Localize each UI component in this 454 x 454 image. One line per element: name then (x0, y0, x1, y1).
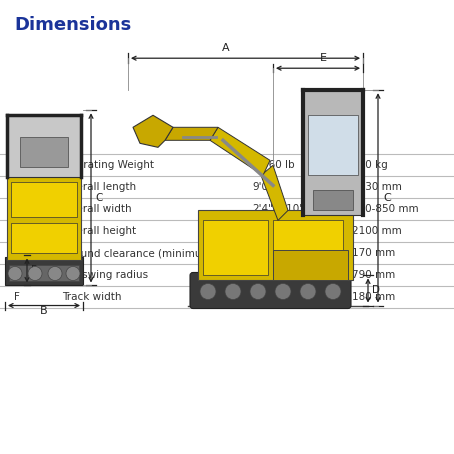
Text: F: F (31, 266, 37, 276)
Text: E: E (14, 270, 20, 280)
Text: 700-850 mm: 700-850 mm (352, 204, 419, 214)
Circle shape (250, 283, 266, 300)
Text: 890 kg: 890 kg (352, 160, 388, 170)
Text: 1,960 lb: 1,960 lb (252, 160, 295, 170)
Text: 7.0": 7.0" (252, 292, 273, 302)
Circle shape (200, 283, 216, 300)
Text: -: - (14, 160, 18, 170)
Circle shape (275, 283, 291, 300)
Text: Overall height: Overall height (62, 226, 136, 236)
Bar (273, 220, 343, 276)
Text: Dimensions: Dimensions (14, 16, 131, 34)
Bar (11, 223, 77, 253)
Bar (11, 183, 77, 217)
Text: Overall width: Overall width (62, 204, 132, 214)
Text: B: B (14, 204, 21, 214)
Polygon shape (133, 115, 173, 147)
Bar (7, 175, 81, 261)
Circle shape (48, 266, 62, 281)
Text: F: F (14, 292, 20, 302)
Bar (203, 220, 268, 276)
Bar (273, 251, 348, 281)
Text: C: C (95, 193, 102, 203)
Text: Operating Weight: Operating Weight (62, 160, 154, 170)
Text: D: D (372, 286, 380, 296)
Text: C: C (383, 193, 391, 203)
Text: 6.7": 6.7" (252, 248, 273, 258)
Text: C: C (14, 226, 21, 236)
Text: B: B (40, 306, 48, 316)
Text: Tail swing radius: Tail swing radius (62, 270, 148, 280)
Text: E: E (320, 53, 326, 63)
Circle shape (66, 266, 80, 281)
Text: D: D (14, 248, 22, 258)
Circle shape (28, 266, 42, 281)
Text: 9'0": 9'0" (252, 182, 273, 192)
Text: A: A (222, 43, 229, 53)
Circle shape (8, 266, 22, 281)
FancyBboxPatch shape (190, 272, 351, 309)
Circle shape (225, 283, 241, 300)
Bar (20, 137, 68, 168)
Bar (9, 266, 79, 281)
Bar (5, 257, 83, 286)
Polygon shape (261, 165, 288, 220)
Text: Track width: Track width (62, 292, 122, 302)
Text: 180 mm: 180 mm (352, 292, 395, 302)
Text: A: A (14, 182, 21, 192)
Text: 2100 mm: 2100 mm (352, 226, 402, 236)
Text: 2'4"-2'10": 2'4"-2'10" (252, 204, 304, 214)
Text: 790 mm: 790 mm (352, 270, 395, 280)
Text: Overall length: Overall length (62, 182, 136, 192)
Text: 170 mm: 170 mm (352, 248, 395, 258)
Bar (308, 115, 358, 175)
Circle shape (325, 283, 341, 300)
Bar (313, 190, 353, 210)
Polygon shape (165, 127, 218, 140)
Text: Ground clearance (minimum): Ground clearance (minimum) (62, 248, 216, 258)
Text: 6'11": 6'11" (252, 226, 280, 236)
Text: 2'7": 2'7" (252, 270, 273, 280)
Bar (303, 90, 363, 215)
Bar (198, 210, 353, 281)
Bar (7, 115, 81, 178)
Polygon shape (210, 127, 270, 175)
Text: 2730 mm: 2730 mm (352, 182, 402, 192)
Circle shape (300, 283, 316, 300)
